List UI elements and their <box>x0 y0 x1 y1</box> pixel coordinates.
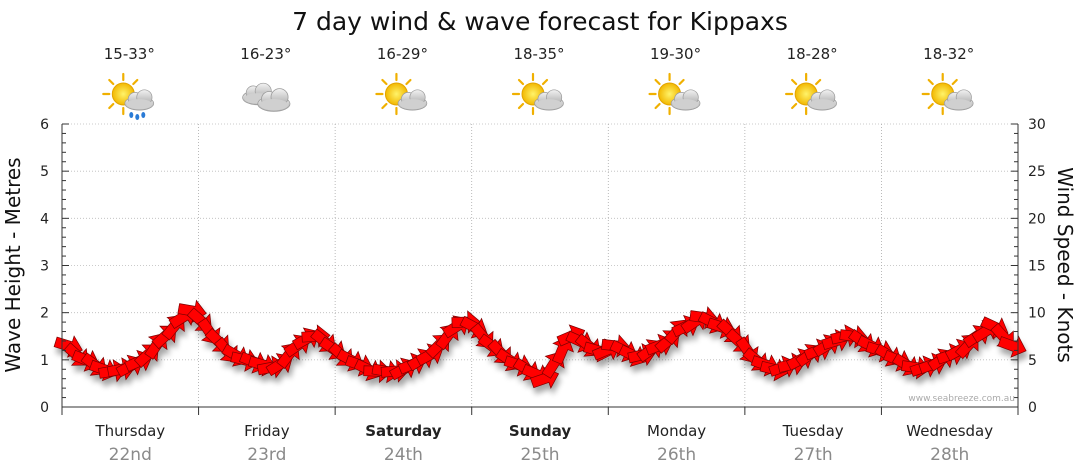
day-name-label: Thursday <box>94 422 165 440</box>
sun-cloud-icon <box>511 72 564 116</box>
day-date-label: 25th <box>520 445 559 465</box>
y-tick-label-right: 15 <box>1028 259 1046 275</box>
temperature-range: 15-33° <box>104 45 155 63</box>
y-tick-label-left: 6 <box>40 117 49 133</box>
cloud-icon <box>242 82 291 112</box>
sun-cloud-icon <box>375 72 428 116</box>
y-tick-label-right: 25 <box>1028 164 1046 180</box>
wind-arrow <box>551 336 574 365</box>
y-tick-label-right: 20 <box>1028 211 1046 227</box>
y-tick-label-left: 0 <box>40 400 49 416</box>
temperature-range: 19-30° <box>650 45 701 63</box>
y-tick-label-left: 5 <box>40 164 49 180</box>
chart-title: 7 day wind & wave forecast for Kippaxs <box>292 7 788 36</box>
day-name-label: Tuesday <box>782 422 844 440</box>
sun-cloud-rain-icon <box>102 72 155 120</box>
day-date-label: 22nd <box>109 445 152 465</box>
y-tick-label-left: 2 <box>40 306 49 322</box>
y-tick-label-left: 3 <box>40 259 49 275</box>
day-date-label: 24th <box>384 445 423 465</box>
y-tick-label-left: 1 <box>40 353 49 369</box>
y-tick-label-right: 5 <box>1028 353 1037 369</box>
day-date-label: 27th <box>794 445 833 465</box>
day-name-label: Monday <box>647 422 706 440</box>
credit-text: www.seabreeze.com.au <box>908 394 1015 404</box>
y-axis-label-left: Wave Height - Metres <box>1 157 25 372</box>
temperature-range: 16-23° <box>240 45 291 63</box>
day-name-label: Friday <box>244 422 290 440</box>
temperature-range: 18-28° <box>787 45 838 63</box>
temperature-range: 18-35° <box>513 45 564 63</box>
sun-cloud-icon <box>921 72 974 116</box>
temperature-range: 18-32° <box>923 45 974 63</box>
wind-arrow-series <box>53 299 1027 389</box>
day-name-label: Saturday <box>365 422 442 440</box>
y-tick-label-right: 0 <box>1028 400 1037 416</box>
temperature-range: 16-29° <box>377 45 428 63</box>
sun-cloud-icon <box>785 72 838 116</box>
day-name-label: Sunday <box>509 422 572 440</box>
day-date-label: 28th <box>930 445 969 465</box>
chart-grid <box>62 123 1018 407</box>
day-name-label: Wednesday <box>906 422 993 440</box>
y-tick-label-right: 10 <box>1028 306 1046 322</box>
y-axis-label-right: Wind Speed - Knots <box>1053 167 1077 363</box>
day-date-label: 23rd <box>247 445 286 465</box>
chart-axes: 0 1 2 3 4 5 6 0 5 10 15 20 25 30 Thursday 22nd Friday 23r… <box>40 117 1046 465</box>
forecast-strip: 15-33° 16-23° 16-29° 18-35° 19-30° 18-28° 18-3… <box>102 45 974 120</box>
y-tick-label-left: 4 <box>40 211 49 227</box>
y-tick-label-right: 30 <box>1028 117 1046 133</box>
sun-cloud-icon <box>648 72 701 116</box>
day-date-label: 26th <box>657 445 696 465</box>
